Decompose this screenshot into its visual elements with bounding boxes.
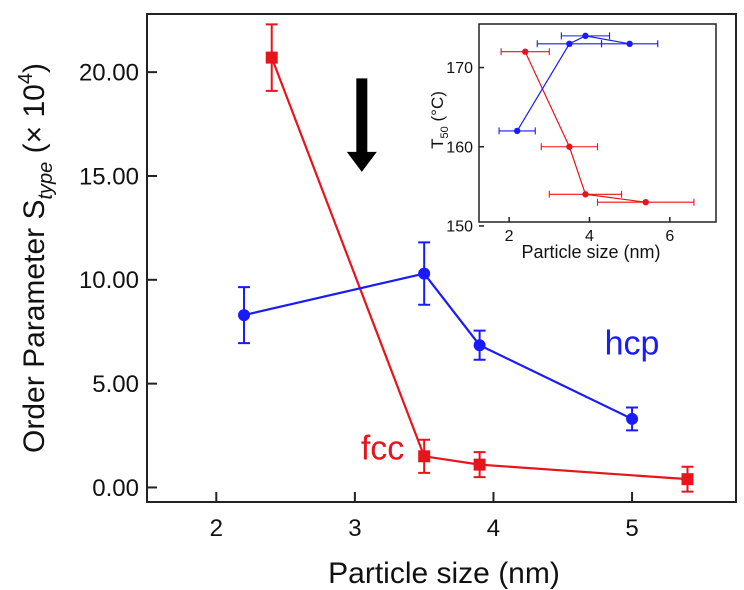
main-y-tick-label: 0.00 <box>92 475 139 502</box>
main-y-axis-label-sub: type <box>35 162 57 200</box>
main-y-tick-label: 10.00 <box>79 267 139 294</box>
main-hcp-marker <box>418 267 431 280</box>
main-fcc-marker <box>473 458 486 471</box>
main-hcp-marker <box>238 309 251 322</box>
main-y-tick-label: 20.00 <box>79 60 139 87</box>
inset-hcp-marker <box>582 32 589 40</box>
main-y-tick-label: 15.00 <box>79 163 139 190</box>
main-fcc-line <box>270 57 688 481</box>
inset-y-tick-label: 150 <box>446 219 473 236</box>
main-y-tick-label: 5.00 <box>92 371 139 398</box>
main-x-tick-label: 5 <box>625 515 638 542</box>
main-series-hcp <box>238 241 639 432</box>
inset-hcp-marker <box>626 40 633 47</box>
inset-x-tick-label: 2 <box>505 228 514 245</box>
inset-x-tick-label: 6 <box>665 228 674 245</box>
main-y-axis-label-exp: 4 <box>15 73 37 84</box>
main-chart: 2 3 4 5 0.00 5.00 10.00 15.00 20.00 fcc hcp Parti… <box>15 13 737 590</box>
main-annotations: fcc hcp <box>346 78 660 467</box>
inset-fcc-marker <box>582 191 589 198</box>
main-y-axis-label-close: ) <box>18 63 51 73</box>
main-hcp-line <box>243 272 633 420</box>
main-y-axis-label-suffix: (× 10 <box>18 84 51 162</box>
inset-series-hcp <box>498 32 659 135</box>
inset-series-fcc <box>500 48 695 206</box>
main-x-axis-label: Particle size (nm) <box>328 557 560 590</box>
main-y-axis-label: Order Parameter Stype (× 104) <box>15 63 57 453</box>
main-plot-frame <box>146 13 737 503</box>
inset-y-axis-label-suffix: (°C) <box>428 91 447 126</box>
inset-fcc-line <box>524 51 646 203</box>
inset-background <box>426 20 718 222</box>
inset-hcp-line <box>516 35 630 132</box>
main-x-tick-label: 3 <box>348 515 361 542</box>
main-fcc-marker <box>681 473 694 486</box>
series-label-fcc: fcc <box>361 429 404 467</box>
main-series-group <box>238 23 694 493</box>
inset-hcp-marker <box>566 40 573 47</box>
main-axis-ticks: 2 3 4 5 0.00 5.00 10.00 15.00 20.00 <box>79 60 639 542</box>
main-hcp-marker <box>626 412 639 425</box>
inset-y-axis-label: T50 (°C) <box>428 91 451 149</box>
inset-series-group <box>498 32 695 206</box>
main-y-axis-label-base: Order Parameter S <box>18 200 51 453</box>
inset-y-axis-label-sub: 50 <box>439 126 451 138</box>
inset-hcp-marker <box>513 127 521 135</box>
inset-axis-ticks: 2 4 6 150 160 170 <box>446 60 674 245</box>
series-label-hcp: hcp <box>605 325 660 363</box>
down-arrow-annotation <box>346 78 377 172</box>
main-fcc-marker <box>418 450 431 463</box>
inset-chart: 2 4 6 150 160 170 Particle size (nm) T50 (°C) <box>426 20 718 262</box>
main-series-fcc <box>265 23 694 493</box>
main-x-tick-label: 2 <box>210 515 223 542</box>
inset-x-tick-label: 4 <box>585 228 594 245</box>
inset-plot-frame <box>478 23 717 223</box>
inset-y-tick-label: 170 <box>446 60 473 77</box>
main-x-tick-label: 4 <box>487 515 500 542</box>
inset-x-axis-label: Particle size (nm) <box>521 242 660 262</box>
inset-y-tick-label: 160 <box>446 139 473 156</box>
inset-fcc-marker <box>521 48 529 55</box>
inset-y-axis-label-base: T <box>428 138 447 148</box>
main-hcp-marker <box>473 339 486 352</box>
inset-fcc-marker <box>642 199 649 206</box>
main-fcc-marker <box>265 51 278 64</box>
inset-fcc-marker <box>566 143 573 150</box>
